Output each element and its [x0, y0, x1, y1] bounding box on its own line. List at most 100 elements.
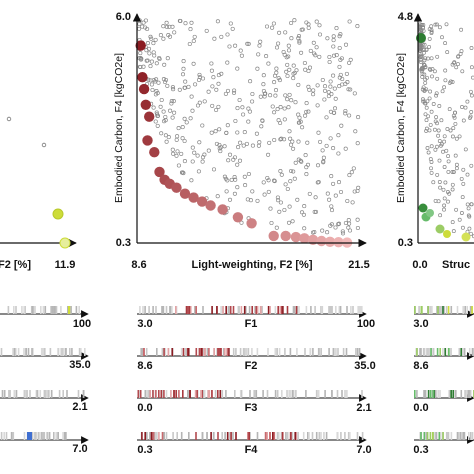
scatter-right-gray-point [436, 128, 441, 133]
scatter-middle-gray-point [313, 195, 318, 200]
scatter-right-gray-point [427, 128, 432, 133]
scatter-right-gray-point [430, 74, 434, 79]
scatter-right-gray-point [427, 36, 432, 41]
scatter-middle-gray-point [177, 18, 182, 23]
scatter-middle-gray-point [302, 60, 307, 66]
strip-left-tick [66, 390, 68, 398]
scatter-middle-gray-point [287, 92, 292, 97]
strip-middle-pareto-tick [187, 306, 189, 314]
strip-left-tick [33, 306, 36, 314]
strip-middle-pareto-tick [152, 432, 155, 440]
scatter-middle-gray-point [164, 139, 169, 144]
scatter-middle-gray-point [272, 179, 277, 184]
strip-middle-tick [188, 432, 190, 440]
scatter-middle-gray-point [181, 59, 186, 64]
scatter-middle-gray-point [300, 125, 305, 130]
scatter-middle-gray-point [331, 146, 336, 151]
strip-middle-pareto-tick [195, 432, 197, 440]
scatter-middle-pareto-point [135, 40, 146, 51]
scatter-right-gray-point [430, 67, 435, 72]
strip-middle-pareto-tick [195, 306, 197, 314]
scatter-right-gray-point [420, 67, 425, 72]
scatter-middle-gray-point [163, 133, 168, 138]
scatter-middle-gray-point [169, 99, 174, 104]
strip-left-tick [0, 348, 3, 356]
scatter-middle-y-label: Embodied Carbon, F4 [kgCO2e] [113, 53, 125, 203]
scatter-right-gray-point [454, 162, 459, 167]
scatter-middle-gray-point [337, 45, 342, 51]
strip-middle-tick [245, 306, 247, 314]
strip-middle-tick [297, 432, 299, 440]
scatter-middle-gray-point [315, 103, 320, 108]
scatter-middle-gray-point [305, 140, 310, 145]
scatter-middle-gray-point [197, 100, 202, 105]
scatter-middle-gray-point [225, 60, 230, 65]
scatter-middle-gray-point [331, 53, 337, 58]
strip-middle-tick [256, 432, 259, 440]
strip-right-tick [455, 390, 457, 398]
scatter-right-gray-point [451, 126, 456, 131]
scatter-right-gray-point [453, 121, 458, 126]
scatter-middle-gray-point [227, 152, 233, 157]
strip-left-tick [82, 390, 85, 398]
strip-middle-tick [274, 348, 277, 356]
scatter-right-gray-point [441, 187, 446, 192]
scatter-middle-gray-point [211, 167, 217, 172]
strip-middle-tick [289, 348, 292, 356]
scatter-middle-gray-point [222, 174, 227, 179]
strip-left-pareto-tick [68, 306, 71, 314]
scatter-middle-gray-point [182, 116, 187, 121]
scatter-middle-gray-point [171, 99, 176, 104]
strip-middle-tick [281, 390, 283, 398]
strip-left-tick [55, 306, 58, 314]
strip-middle-tick [220, 306, 222, 314]
strip-middle-pareto-tick [208, 390, 210, 398]
scatter-right-gray-point [471, 75, 474, 80]
strip-middle-tick [242, 348, 245, 356]
scatter-middle-gray-point [269, 220, 274, 226]
scatter-middle-pareto-point [217, 204, 228, 215]
strip-middle-tick [187, 390, 189, 398]
strip-middle-tick [320, 432, 322, 440]
strip-left-tick [32, 348, 34, 356]
scatter-right-pareto-point [435, 224, 445, 234]
scatter-middle-gray-point [303, 113, 308, 118]
scatter-middle-gray-point [190, 145, 195, 150]
scatter-right-gray-point [450, 220, 455, 225]
strip-right-tick [462, 348, 464, 356]
strip-middle-tick [156, 348, 158, 356]
scatter-middle-gray-point [328, 79, 333, 84]
scatter-right-gray-point [448, 79, 453, 84]
scatter-middle-gray-point [261, 180, 266, 185]
scatter-middle-gray-point [170, 24, 175, 29]
strip-middle-pareto-tick [194, 390, 197, 398]
scatter-right-gray-point [422, 72, 427, 77]
strip-f2-name: F2 [245, 360, 258, 372]
scatter-middle-gray-point [307, 87, 312, 92]
strip-middle-pareto-tick [228, 348, 230, 356]
strip-left-tick [23, 432, 26, 440]
scatter-right-gray-point [427, 67, 432, 72]
scatter-middle-gray-point [320, 77, 325, 83]
scatter-right-gray-point [454, 136, 459, 141]
scatter-middle-gray-point [295, 197, 300, 202]
strip-right-pareto-tick [442, 432, 444, 440]
scatter-middle-gray-point [351, 166, 356, 171]
scatter-middle-gray-point [216, 104, 221, 109]
scatter-right-gray-point [426, 150, 431, 155]
strip-left-4-max-label: 7.0 [72, 443, 87, 455]
strip-right-pareto-tick [416, 348, 418, 356]
scatter-middle-gray-point [176, 163, 181, 168]
strip-right-pareto-tick [439, 348, 441, 356]
strip-middle-tick [314, 306, 316, 314]
scatter-middle-gray-point [304, 172, 309, 177]
strip-right-tick [423, 390, 426, 398]
scatter-middle-gray-point [278, 120, 283, 126]
strip-middle-tick [309, 348, 312, 356]
strip-middle-pareto-tick [188, 306, 191, 314]
scatter-middle-gray-point [266, 189, 271, 194]
scatter-right-gray-point [424, 118, 429, 123]
scatter-right-gray-point [433, 198, 438, 203]
scatter-middle-gray-point [284, 69, 289, 74]
scatter-right-gray-point [466, 213, 471, 218]
